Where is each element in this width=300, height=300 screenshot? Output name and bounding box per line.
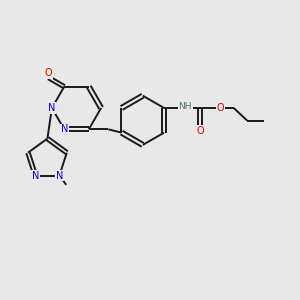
Text: O: O	[196, 125, 204, 136]
Text: N: N	[48, 103, 56, 113]
Text: O: O	[45, 68, 52, 78]
Text: O: O	[217, 103, 225, 113]
Text: NH: NH	[178, 102, 192, 111]
Text: N: N	[56, 170, 63, 181]
Text: N: N	[32, 170, 39, 181]
Text: N: N	[61, 124, 68, 134]
